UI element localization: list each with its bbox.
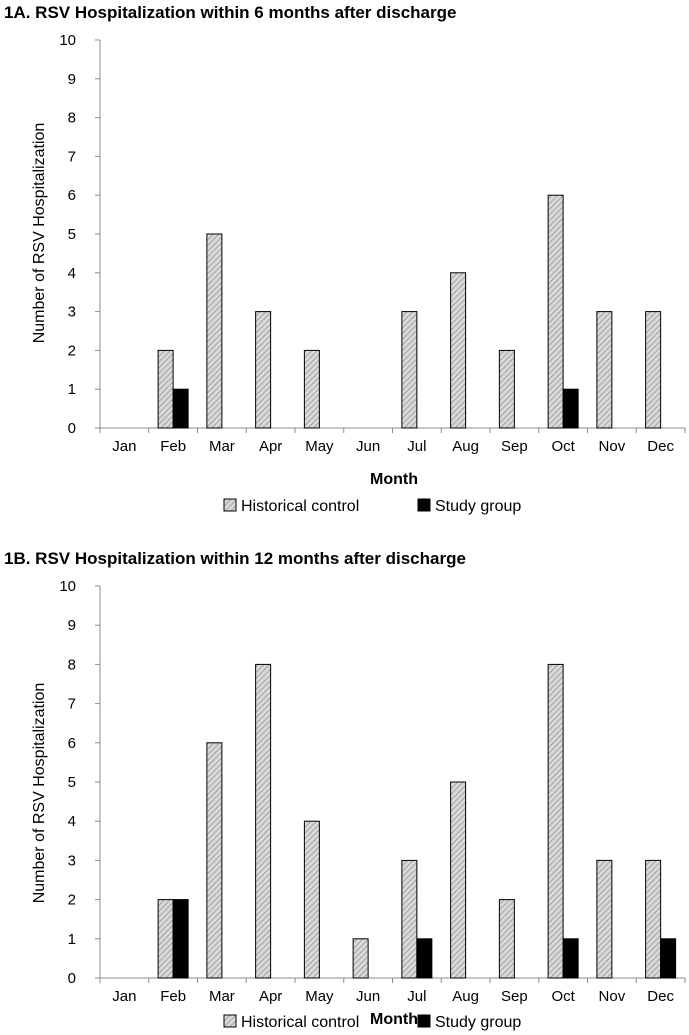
y-tick-label: 6 bbox=[68, 187, 76, 204]
bar-historical-control bbox=[157, 349, 174, 429]
bar-historical-control bbox=[255, 311, 272, 429]
x-tick-label: May bbox=[305, 988, 334, 1005]
y-tick-label: 3 bbox=[68, 852, 76, 869]
y-tick-label: 7 bbox=[68, 696, 76, 713]
bar-historical-control bbox=[596, 311, 613, 429]
bar-study-group bbox=[172, 899, 189, 979]
x-tick-label: Jan bbox=[112, 988, 136, 1005]
bar-historical-control bbox=[303, 820, 320, 979]
y-tick-label: 5 bbox=[68, 226, 76, 243]
x-tick-label: Oct bbox=[551, 438, 575, 455]
bar-historical-control bbox=[157, 899, 174, 979]
x-tick-label: Jul bbox=[407, 988, 426, 1005]
chart-panel-1b: 1B. RSV Hospitalization within 12 months… bbox=[0, 515, 689, 1031]
y-tick-label: 1 bbox=[68, 381, 76, 398]
x-axis-title: Month bbox=[370, 471, 418, 488]
y-tick-label: 4 bbox=[68, 265, 76, 282]
bar-historical-control bbox=[206, 233, 223, 429]
y-tick-label: 2 bbox=[68, 342, 76, 359]
x-tick-label: Aug bbox=[452, 438, 479, 455]
y-tick-label: 6 bbox=[68, 735, 76, 752]
x-tick-label: Jul bbox=[407, 438, 426, 455]
x-tick-label: Aug bbox=[452, 988, 479, 1005]
y-tick-label: 9 bbox=[68, 71, 76, 88]
chart-1a: 1A. RSV Hospitalization within 6 months … bbox=[4, 3, 686, 515]
legend-swatch-historical-control bbox=[223, 498, 237, 512]
x-tick-label: Apr bbox=[259, 438, 282, 455]
bar-study-group bbox=[660, 938, 677, 979]
bar-historical-control bbox=[498, 349, 515, 429]
bar-historical-control bbox=[498, 899, 515, 979]
y-tick-label: 3 bbox=[68, 304, 76, 321]
y-tick-label: 0 bbox=[68, 420, 76, 437]
y-tick-label: 1 bbox=[68, 931, 76, 948]
y-tick-label: 8 bbox=[68, 110, 76, 127]
x-tick-label: Dec bbox=[647, 988, 674, 1005]
y-axis-title: Number of RSV Hospitalization bbox=[31, 123, 48, 344]
bar-historical-control bbox=[596, 859, 613, 979]
x-tick-label: Apr bbox=[259, 988, 282, 1005]
chart-title: 1A. RSV Hospitalization within 6 months … bbox=[4, 3, 456, 22]
bar-historical-control bbox=[401, 311, 418, 429]
x-tick-label: Mar bbox=[209, 988, 235, 1005]
x-tick-label: Feb bbox=[160, 438, 186, 455]
legend-swatch-study-group bbox=[417, 498, 431, 512]
bar-study-group bbox=[416, 938, 433, 979]
y-tick-label: 4 bbox=[68, 813, 76, 830]
legend-label-historical-control: Historical control bbox=[241, 1014, 359, 1031]
chart-panel-1a: 1A. RSV Hospitalization within 6 months … bbox=[4, 3, 686, 515]
legend-swatch-study-group bbox=[417, 1014, 431, 1028]
bar-historical-control bbox=[645, 859, 662, 979]
y-axis-title: Number of RSV Hospitalization bbox=[31, 683, 48, 904]
y-tick-label: 0 bbox=[68, 970, 76, 987]
bar-historical-control bbox=[547, 663, 564, 979]
bar-study-group bbox=[562, 938, 579, 979]
y-tick-label: 8 bbox=[68, 656, 76, 673]
x-tick-label: Jun bbox=[356, 988, 380, 1005]
x-axis-title: Month bbox=[370, 1011, 418, 1028]
bar-study-group bbox=[172, 388, 189, 429]
x-tick-label: Nov bbox=[599, 988, 626, 1005]
bar-historical-control bbox=[352, 938, 369, 979]
y-tick-label: 5 bbox=[68, 774, 76, 791]
y-tick-label: 7 bbox=[68, 148, 76, 165]
x-tick-label: Jun bbox=[356, 438, 380, 455]
bar-study-group bbox=[562, 388, 579, 429]
chart-1b: 1B. RSV Hospitalization within 12 months… bbox=[4, 549, 686, 1031]
y-tick-label: 10 bbox=[59, 578, 76, 595]
x-tick-label: Jan bbox=[112, 438, 136, 455]
x-tick-label: Feb bbox=[160, 988, 186, 1005]
bar-historical-control bbox=[547, 194, 564, 429]
x-tick-label: Sep bbox=[501, 438, 528, 455]
bar-historical-control bbox=[450, 272, 467, 429]
x-tick-label: Mar bbox=[209, 438, 235, 455]
bar-historical-control bbox=[450, 781, 467, 979]
bar-historical-control bbox=[303, 349, 320, 429]
legend-label-study-group: Study group bbox=[435, 498, 521, 515]
x-tick-label: Sep bbox=[501, 988, 528, 1005]
bar-historical-control bbox=[255, 663, 272, 979]
chart-title: 1B. RSV Hospitalization within 12 months… bbox=[4, 549, 466, 568]
y-tick-label: 9 bbox=[68, 617, 76, 634]
y-tick-label: 2 bbox=[68, 892, 76, 909]
legend-label-historical-control: Historical control bbox=[241, 498, 359, 515]
y-tick-label: 10 bbox=[59, 32, 76, 49]
x-tick-label: Oct bbox=[551, 988, 575, 1005]
x-tick-label: Dec bbox=[647, 438, 674, 455]
bar-historical-control bbox=[206, 742, 223, 979]
bar-historical-control bbox=[401, 859, 418, 979]
x-tick-label: Nov bbox=[599, 438, 626, 455]
bar-historical-control bbox=[645, 311, 662, 429]
legend-swatch-historical-control bbox=[223, 1014, 237, 1028]
x-tick-label: May bbox=[305, 438, 334, 455]
legend-label-study-group: Study group bbox=[435, 1014, 521, 1031]
